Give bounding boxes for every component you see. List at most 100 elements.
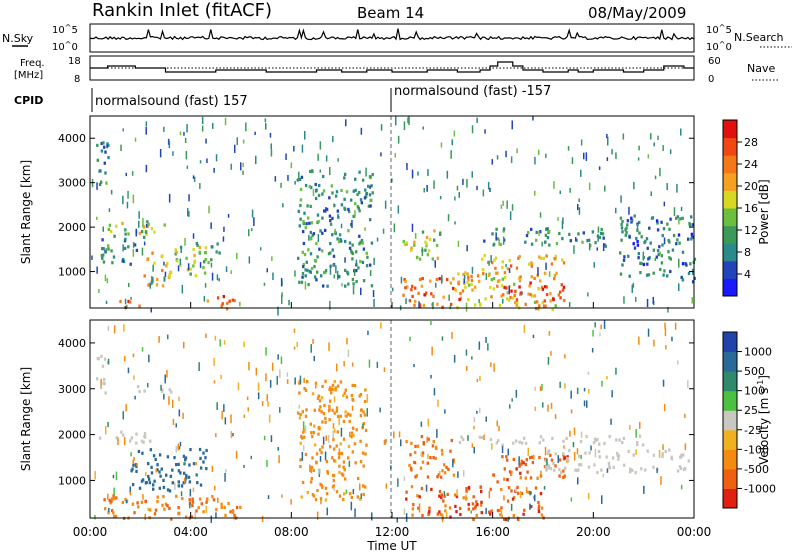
- echo-cell: [332, 479, 335, 483]
- echo-cell: [545, 285, 548, 289]
- colorbar-swatch: [723, 208, 737, 227]
- echo-cell: [354, 461, 357, 465]
- echo-cell: [96, 266, 98, 274]
- echo-cell: [323, 403, 326, 408]
- echo-cell: [510, 489, 513, 493]
- x-tick-label: 00:00: [677, 525, 712, 539]
- echo-cell: [523, 508, 526, 512]
- nsky-axis-top-left: 10^5: [52, 23, 78, 36]
- echo-cell: [490, 255, 492, 263]
- echo-cell: [380, 152, 382, 157]
- echo-cell: [326, 284, 329, 288]
- echo-cell: [501, 446, 504, 454]
- echo-cell: [351, 243, 354, 247]
- echo-cell: [107, 325, 110, 331]
- echo-cell: [351, 405, 354, 411]
- echo-cell: [243, 414, 246, 418]
- echo-cell: [661, 234, 664, 238]
- echo-cell: [462, 178, 464, 185]
- echo-cell: [376, 361, 379, 368]
- echo-cell: [301, 272, 305, 276]
- echo-cell: [465, 349, 468, 356]
- echo-cell: [103, 145, 106, 149]
- echo-cell: [286, 379, 289, 384]
- echo-cell: [322, 189, 326, 193]
- echo-cell: [94, 471, 96, 480]
- echo-cell: [583, 400, 586, 407]
- echo-cell: [158, 486, 161, 490]
- echo-cell: [593, 437, 597, 441]
- nsky-trace: [89, 28, 695, 41]
- freq-panel: Freq. [MHz] 18 8 60 0 Nave: [14, 55, 778, 85]
- echo-cell: [489, 187, 491, 192]
- echo-cell: [568, 449, 571, 453]
- echo-cell: [383, 367, 386, 372]
- echo-cell: [142, 440, 145, 444]
- echo-cell: [255, 367, 258, 376]
- echo-cell: [321, 231, 324, 235]
- echo-cell: [132, 353, 135, 358]
- echo-cell: [549, 453, 552, 457]
- echo-cell: [188, 194, 190, 202]
- echo-cell: [660, 261, 664, 265]
- echo-cell: [340, 188, 343, 193]
- echo-cell: [560, 471, 563, 475]
- echo-cell: [537, 267, 539, 276]
- echo-cell: [316, 270, 319, 274]
- echo-cell: [343, 492, 346, 496]
- echo-cell: [541, 241, 543, 247]
- echo-cell: [483, 239, 486, 243]
- echo-cell: [615, 152, 617, 160]
- echo-cell: [146, 257, 149, 262]
- echo-cell: [184, 458, 187, 462]
- echo-cell: [369, 198, 372, 203]
- echo-cell: [347, 412, 350, 416]
- echo-cell: [551, 307, 554, 312]
- y-tick-label: 1000: [58, 474, 86, 487]
- echo-cell: [530, 275, 533, 279]
- echo-cell: [105, 248, 107, 254]
- echo-cell: [324, 270, 327, 274]
- echo-cell: [441, 336, 444, 341]
- echo-cell: [539, 212, 542, 218]
- echo-cell: [622, 133, 625, 140]
- echo-cell: [602, 473, 604, 478]
- echo-cell: [562, 285, 566, 289]
- echo-cell: [677, 360, 679, 365]
- echo-cell: [351, 257, 354, 261]
- echo-cell: [150, 471, 154, 475]
- echo-cell: [263, 435, 266, 441]
- echo-cell: [452, 458, 455, 462]
- noise-panel: N.Sky N.Search 10^5 10^0 10^5 10^0: [2, 23, 792, 53]
- echo-cell: [467, 502, 470, 507]
- echo-cell: [527, 231, 530, 235]
- echo-cell: [142, 225, 146, 229]
- echo-cell: [240, 162, 242, 171]
- echo-cell: [473, 303, 477, 307]
- echo-cell: [230, 163, 232, 170]
- echo-cell: [488, 260, 490, 266]
- echo-cell: [302, 219, 305, 224]
- echo-cell: [607, 461, 611, 466]
- echo-cell: [601, 495, 603, 504]
- echo-cell: [419, 466, 423, 470]
- echo-cell: [201, 125, 204, 132]
- echo-cell: [438, 489, 442, 494]
- echo-cell: [622, 436, 626, 440]
- echo-cell: [380, 322, 382, 329]
- echo-cell: [502, 293, 505, 297]
- echo-cell: [606, 157, 609, 161]
- echo-cell: [459, 506, 462, 510]
- echo-cell: [112, 497, 116, 501]
- echo-cell: [682, 453, 685, 457]
- echo-cell: [225, 307, 229, 311]
- echo-cell: [320, 410, 323, 414]
- echo-cell: [500, 510, 503, 517]
- echo-cell: [186, 124, 188, 133]
- echo-cell: [443, 494, 446, 498]
- echo-cell: [498, 425, 500, 432]
- echo-cell: [571, 157, 574, 165]
- echo-cell: [147, 477, 151, 481]
- echo-cell: [562, 475, 565, 480]
- echo-cell: [342, 419, 346, 423]
